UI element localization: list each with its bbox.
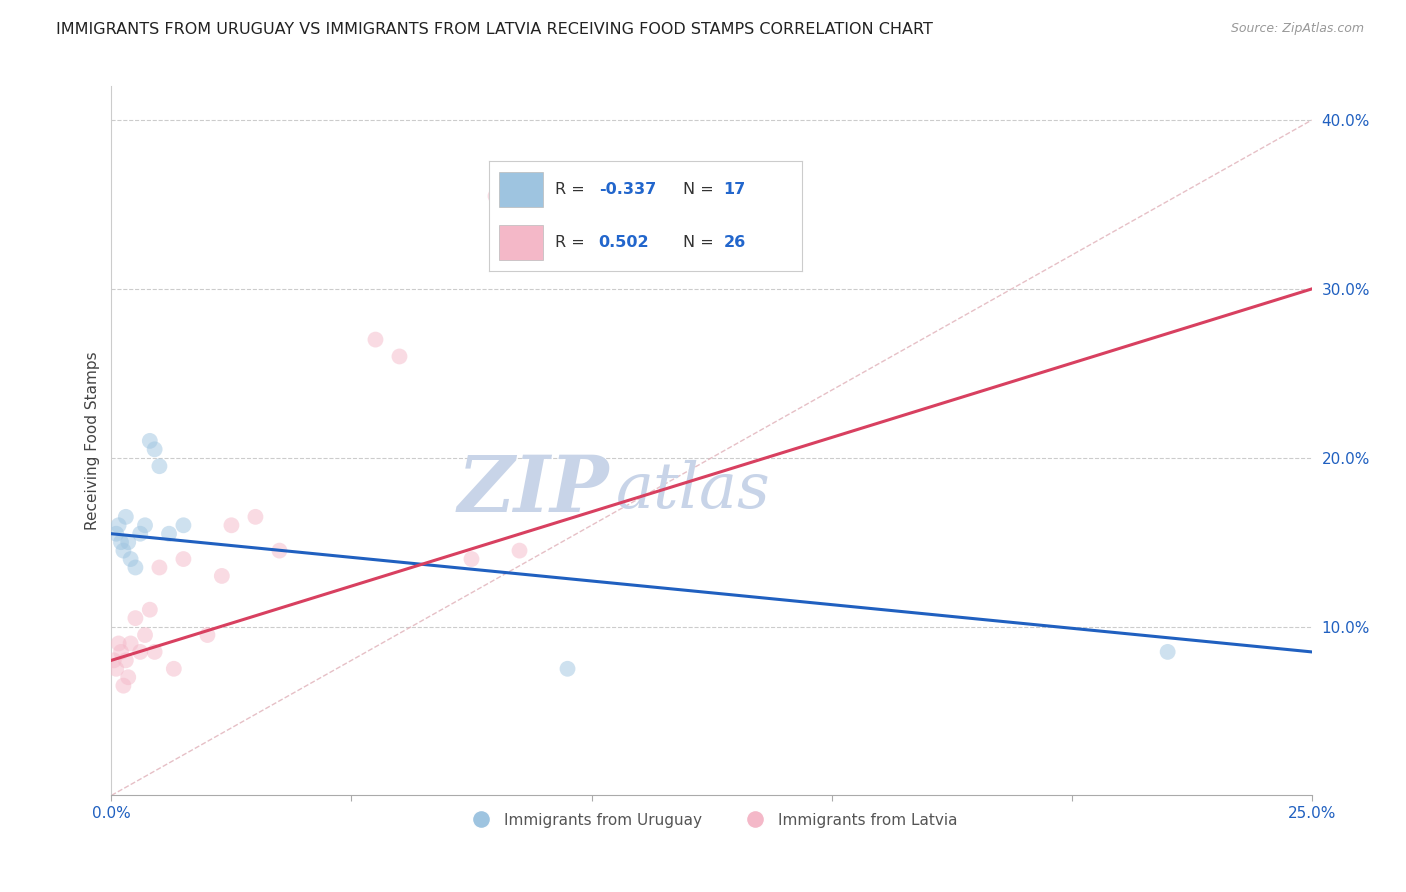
Point bbox=[139, 434, 162, 448]
Legend: Immigrants from Uruguay, Immigrants from Latvia: Immigrants from Uruguay, Immigrants from… bbox=[460, 806, 963, 834]
Point bbox=[107, 636, 129, 650]
Point bbox=[114, 653, 136, 667]
Point bbox=[112, 679, 135, 693]
Point bbox=[172, 518, 194, 533]
Text: atlas: atlas bbox=[616, 459, 770, 521]
Point bbox=[107, 518, 129, 533]
Point bbox=[110, 535, 132, 549]
Point bbox=[124, 560, 146, 574]
Point bbox=[1156, 645, 1178, 659]
Point bbox=[460, 552, 482, 566]
Text: Source: ZipAtlas.com: Source: ZipAtlas.com bbox=[1230, 22, 1364, 36]
Point bbox=[508, 543, 530, 558]
Point bbox=[103, 653, 125, 667]
Point bbox=[484, 189, 506, 203]
Point bbox=[124, 611, 146, 625]
Point bbox=[134, 628, 156, 642]
Point bbox=[117, 535, 139, 549]
Point bbox=[134, 518, 156, 533]
Point bbox=[139, 603, 162, 617]
Text: IMMIGRANTS FROM URUGUAY VS IMMIGRANTS FROM LATVIA RECEIVING FOOD STAMPS CORRELAT: IMMIGRANTS FROM URUGUAY VS IMMIGRANTS FR… bbox=[56, 22, 934, 37]
Point bbox=[197, 628, 219, 642]
Point bbox=[117, 670, 139, 684]
Point bbox=[211, 569, 233, 583]
Text: ZIP: ZIP bbox=[458, 452, 610, 529]
Point bbox=[148, 560, 170, 574]
Point bbox=[172, 552, 194, 566]
Point bbox=[221, 518, 243, 533]
Point bbox=[110, 645, 132, 659]
Point bbox=[112, 543, 135, 558]
Y-axis label: Receiving Food Stamps: Receiving Food Stamps bbox=[86, 351, 100, 530]
Point bbox=[157, 526, 180, 541]
Point bbox=[148, 459, 170, 474]
Point bbox=[364, 333, 387, 347]
Point bbox=[143, 442, 166, 457]
Point bbox=[120, 636, 142, 650]
Point bbox=[143, 645, 166, 659]
Point bbox=[269, 543, 291, 558]
Point bbox=[105, 526, 128, 541]
Point bbox=[120, 552, 142, 566]
Point bbox=[557, 662, 579, 676]
Point bbox=[105, 662, 128, 676]
Point bbox=[245, 509, 267, 524]
Point bbox=[114, 509, 136, 524]
Point bbox=[129, 526, 152, 541]
Point bbox=[129, 645, 152, 659]
Point bbox=[388, 350, 411, 364]
Point bbox=[163, 662, 186, 676]
